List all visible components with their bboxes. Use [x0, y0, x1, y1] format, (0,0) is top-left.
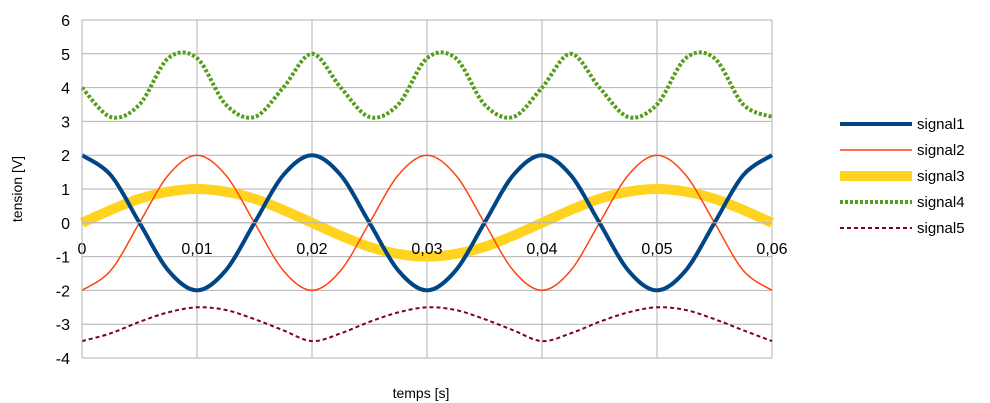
x-tick-label: 0,02	[296, 241, 327, 258]
y-tick-label: 5	[61, 47, 70, 64]
x-axis-title: temps [s]	[393, 385, 450, 401]
series-line-signal4	[80, 50, 773, 120]
legend-label-signal5: signal5	[917, 220, 965, 237]
y-tick-label: 3	[61, 114, 70, 131]
x-tick-label: 0,06	[756, 241, 787, 258]
x-tick-label: 0,05	[641, 241, 672, 258]
y-tick-label: -3	[56, 317, 70, 334]
series-line-signal5	[81, 306, 773, 343]
series-line-signal3	[79, 184, 775, 262]
x-tick-label: 0,01	[181, 241, 212, 258]
y-tick-label: -2	[56, 283, 70, 300]
y-tick-label: 2	[61, 148, 70, 165]
legend-label-signal2: signal2	[917, 142, 965, 159]
legend: signal1 signal2 signal3 signal4 signal5	[840, 116, 965, 237]
x-tick-label: 0,03	[411, 241, 442, 258]
y-tick-label: -4	[56, 351, 70, 368]
y-axis-title: tension [V]	[9, 156, 25, 222]
y-tick-label: 4	[61, 81, 70, 98]
series-line-signal2	[81, 154, 773, 292]
y-tick-label: -1	[56, 250, 70, 267]
y-tick-label: 1	[61, 182, 70, 199]
legend-label-signal4: signal4	[917, 194, 965, 211]
series-layer	[79, 50, 775, 343]
y-tick-label: 6	[61, 13, 70, 30]
y-tick-label: 0	[61, 216, 70, 233]
legend-label-signal1: signal1	[917, 116, 965, 133]
x-tick-label: 0,04	[526, 241, 557, 258]
series-line-signal1	[80, 153, 774, 293]
legend-label-signal3: signal3	[917, 168, 965, 185]
